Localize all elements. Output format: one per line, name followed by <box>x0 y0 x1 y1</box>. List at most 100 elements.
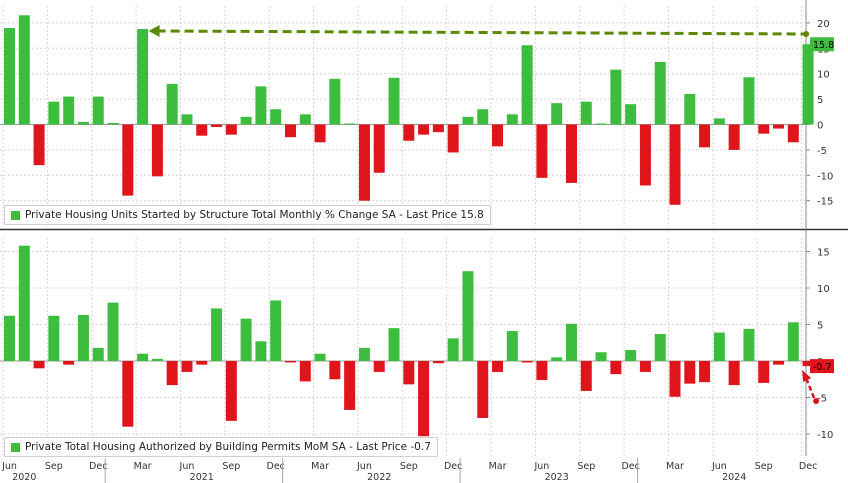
bar <box>270 300 282 361</box>
bar <box>506 331 518 361</box>
y-tick-label: -5 <box>817 394 827 405</box>
bar <box>418 124 430 135</box>
bar <box>358 347 370 361</box>
bar <box>166 83 178 125</box>
bar <box>18 15 30 125</box>
bar <box>92 96 104 125</box>
legend-swatch-icon <box>11 442 20 452</box>
y-tick-label: -10 <box>817 430 833 441</box>
bar <box>166 361 178 386</box>
bar <box>580 361 592 391</box>
bar <box>344 123 356 125</box>
bar <box>225 361 237 421</box>
bar <box>196 124 208 136</box>
bar <box>521 361 533 363</box>
bar <box>181 361 193 372</box>
bar <box>521 45 533 125</box>
x-month-label: Jun <box>533 461 549 472</box>
y-tick-label: 0 <box>817 121 823 132</box>
bar <box>373 124 385 173</box>
bar <box>137 353 149 361</box>
bar <box>211 308 223 361</box>
bar <box>4 27 15 125</box>
bar <box>802 44 814 125</box>
bar <box>107 302 119 361</box>
bar <box>669 124 681 205</box>
bar <box>284 361 296 363</box>
bar <box>151 124 163 177</box>
bar <box>728 361 740 386</box>
bar <box>122 124 134 196</box>
x-year-label: 2022 <box>367 472 391 483</box>
bar <box>551 103 563 125</box>
bar <box>773 361 785 365</box>
x-month-label: Mar <box>489 461 507 472</box>
bar <box>684 94 696 125</box>
bar <box>314 353 326 361</box>
y-tick-label: 5 <box>817 321 823 332</box>
x-year-label: 2020 <box>12 472 36 483</box>
bar <box>33 361 45 369</box>
x-month-label: Sep <box>400 461 418 472</box>
bar <box>787 322 799 361</box>
bar <box>4 315 15 361</box>
x-month-label: Sep <box>222 461 240 472</box>
last-price-label: 15.8 <box>813 40 834 51</box>
x-year-label: 2024 <box>722 472 746 483</box>
y-tick-label: -5 <box>817 146 827 157</box>
bar <box>403 361 415 385</box>
x-month-label: Mar <box>666 461 684 472</box>
x-month-label: Jun <box>711 461 727 472</box>
bar <box>77 121 89 125</box>
bar <box>743 77 755 125</box>
bar <box>787 124 799 143</box>
bar <box>388 77 400 125</box>
bar <box>314 124 326 143</box>
arrow-end-dot <box>803 30 810 37</box>
bar <box>565 124 577 183</box>
x-month-label: Jun <box>179 461 195 472</box>
last-price-box <box>810 359 834 374</box>
bar <box>77 315 89 361</box>
bar <box>63 361 75 365</box>
bar <box>699 361 711 383</box>
bar <box>48 101 60 125</box>
bar <box>107 122 119 125</box>
bar <box>536 124 548 178</box>
bar <box>699 124 711 148</box>
bar <box>299 361 311 382</box>
bar <box>625 350 637 361</box>
bar <box>211 124 223 128</box>
bar <box>388 328 400 361</box>
bar <box>329 361 341 380</box>
bar <box>92 347 104 361</box>
bar <box>625 104 637 125</box>
bar <box>284 124 296 138</box>
last-price-box <box>810 37 834 52</box>
legend-housing-starts: Private Housing Units Started by Structu… <box>4 205 491 225</box>
bar <box>240 116 252 125</box>
bar <box>122 361 134 427</box>
bar <box>639 361 651 372</box>
x-month-label: Dec <box>267 461 285 472</box>
red-arrow-line <box>804 377 816 399</box>
bar <box>639 124 651 186</box>
bar <box>299 114 311 125</box>
x-month-label: Sep <box>755 461 773 472</box>
bar <box>48 315 60 361</box>
bar <box>373 361 385 372</box>
legend-housing-starts-text: Private Housing Units Started by Structu… <box>25 209 484 221</box>
y-tick-label: 20 <box>817 19 830 30</box>
y-tick-label: -10 <box>817 171 833 182</box>
x-year-label: 2023 <box>545 472 569 483</box>
bar <box>255 341 267 361</box>
x-month-label: Mar <box>134 461 152 472</box>
legend-building-permits-text: Private Total Housing Authorized by Buil… <box>25 441 431 453</box>
bar <box>565 323 577 361</box>
red-arrow-head-icon <box>802 370 812 382</box>
x-month-label: Jun <box>1 461 17 472</box>
bar <box>713 118 725 125</box>
dashed-arrow-line <box>156 29 807 36</box>
x-month-label: Jun <box>356 461 372 472</box>
